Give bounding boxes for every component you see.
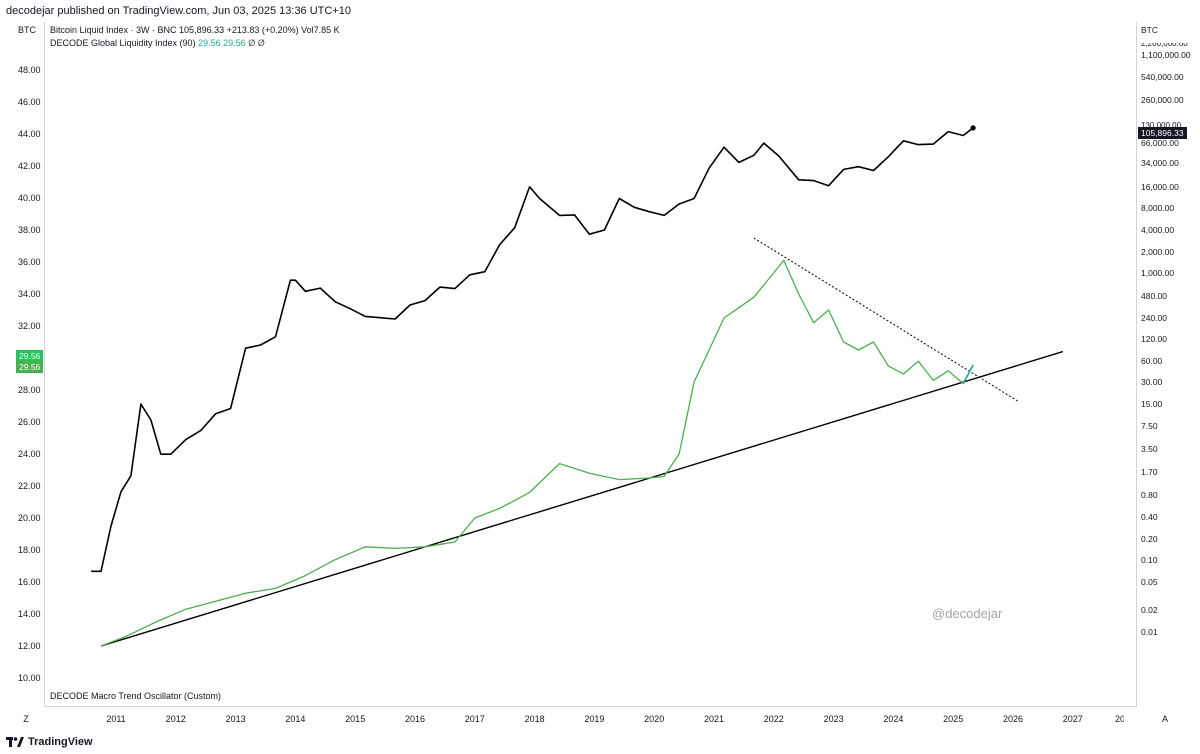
left-axis-unit: BTC (18, 25, 36, 35)
x-tick-label: 2013 (225, 714, 246, 724)
right-tick-label: 1,100,000.00 (1141, 49, 1191, 60)
price-badge: 105,896.33 (1138, 127, 1187, 139)
right-tick-label: 3.50 (1141, 444, 1158, 455)
left-tick-label: 24.00 (18, 449, 41, 459)
right-tick-label: 1,000.00 (1141, 268, 1175, 279)
right-tick-label: 8,000.00 (1141, 203, 1175, 214)
left-tick-label: 26.00 (18, 417, 41, 427)
x-tick-label: 2012 (165, 714, 186, 724)
right-tick-label: 30.00 (1141, 377, 1163, 388)
legend-liquidity-value-2: 29.56 (223, 38, 246, 48)
left-tick-label: 18.00 (18, 545, 41, 555)
left-tick-label: 44.00 (18, 129, 41, 139)
left-tick-label: 28.00 (18, 385, 41, 395)
oscillator-label[interactable]: DECODE Macro Trend Oscillator (Custom) (50, 691, 222, 701)
x-tick-label: 2025 (943, 714, 964, 724)
legend-liquidity-value-1: 29.56 (198, 38, 221, 48)
left-tick-label: 12.00 (18, 641, 41, 651)
x-tick-label: 2021 (703, 714, 725, 724)
resistance-trendline-dotted[interactable] (753, 237, 1019, 402)
x-tick-label: 2014 (285, 714, 306, 724)
right-tick-label: 34,000.00 (1141, 158, 1179, 169)
support-trendline[interactable] (100, 350, 1064, 647)
x-tick-label: 2023 (823, 714, 844, 724)
tradingview-logo-icon (6, 736, 24, 747)
right-axis-unit: BTC (1141, 25, 1158, 35)
left-tick-label: 38.00 (18, 225, 41, 235)
footer-brand[interactable]: TradingView (6, 736, 93, 748)
right-tick-partial: 130,000.00 (1141, 121, 1182, 130)
left-tick-label: 32.00 (18, 321, 41, 331)
right-tick-label: 0.10 (1141, 555, 1158, 566)
x-tick-label: 2016 (404, 714, 426, 724)
x-tick-label: 2027 (1062, 714, 1083, 724)
right-tick-label: 2,000.00 (1141, 246, 1175, 257)
left-tick-label: 36.00 (18, 257, 41, 267)
x-tick-label: 2019 (584, 714, 605, 724)
z-label[interactable]: Z (23, 714, 29, 724)
right-tick-label: 66,000.00 (1141, 137, 1179, 148)
right-tick-cut: 2,200,000.00 (1141, 39, 1188, 48)
right-tick-label: 120.00 (1141, 334, 1167, 345)
x-tick-label: 2024 (883, 714, 904, 724)
left-tick-label: 42.00 (18, 161, 41, 171)
chart-frame (44, 22, 1137, 707)
left-badge-2: 29.56 (16, 361, 44, 373)
right-tick-label: 240.00 (1141, 312, 1167, 323)
left-tick-label: 20.00 (18, 513, 41, 523)
right-tick-label: 0.20 (1141, 533, 1158, 544)
x-tick-label: 2028 (1114, 714, 1136, 724)
left-tick-label: 16.00 (18, 577, 41, 587)
x-tick-label: 2026 (1002, 714, 1024, 724)
legend-line-2: DECODE Global Liquidity Index (90) 29.56… (50, 38, 265, 48)
liquidity-series-line[interactable] (100, 259, 974, 647)
right-tick-label: 540,000.00 (1141, 72, 1184, 83)
footer-brand-name: TradingView (28, 736, 93, 748)
right-tick-label: 0.40 (1141, 512, 1158, 522)
left-tick-label: 10.00 (18, 673, 41, 683)
x-tick-label: 2017 (464, 714, 485, 724)
left-badge-1: 29.56 (16, 350, 44, 362)
legend-liquidity-name: DECODE Global Liquidity Index (90) (50, 38, 196, 48)
liquidity-latest-segment[interactable] (962, 364, 974, 384)
right-tick-label: 4,000.00 (1141, 225, 1175, 235)
legend-liquidity-tail: Ø Ø (248, 38, 265, 48)
left-tick-label: 22.00 (18, 481, 41, 491)
right-tick-label: 16,000.00 (1141, 181, 1179, 192)
left-tick-label: 40.00 (18, 193, 41, 203)
a-label[interactable]: A (1161, 714, 1169, 724)
right-tick-label: 0.01 (1141, 626, 1158, 637)
legend-line-1: Bitcoin Liquid Index · 3W · BNC 105,896.… (50, 25, 340, 35)
x-tick-label: 2022 (763, 714, 784, 724)
right-tick-label: 480.00 (1141, 291, 1167, 302)
btc-last-point[interactable] (970, 125, 976, 131)
x-tick-label: 2011 (106, 714, 126, 724)
x-tick-label: 2015 (345, 714, 366, 724)
right-tick-label: 1.70 (1141, 466, 1158, 477)
right-tick-label: 15.00 (1141, 399, 1163, 410)
left-tick-label: 34.00 (18, 289, 41, 299)
right-tick-label: 7.50 (1141, 420, 1158, 431)
left-tick-label: 14.00 (18, 609, 41, 619)
right-tick-label: 0.02 (1141, 605, 1158, 616)
right-tick-label: 0.80 (1141, 490, 1158, 501)
right-tick-label: 60.00 (1141, 355, 1163, 366)
publisher-line: decodejar published on TradingView.com, … (6, 5, 352, 17)
right-tick-label: 0.05 (1141, 576, 1158, 587)
left-tick-label: 48.00 (18, 65, 41, 75)
btc-price-series-line[interactable] (91, 127, 974, 573)
x-tick-label: 2020 (644, 714, 665, 724)
right-tick-label: 260,000.00 (1141, 94, 1184, 105)
watermark: @decodejar (932, 606, 1003, 621)
left-tick-label: 46.00 (18, 97, 41, 107)
x-tick-label: 2018 (524, 714, 545, 724)
